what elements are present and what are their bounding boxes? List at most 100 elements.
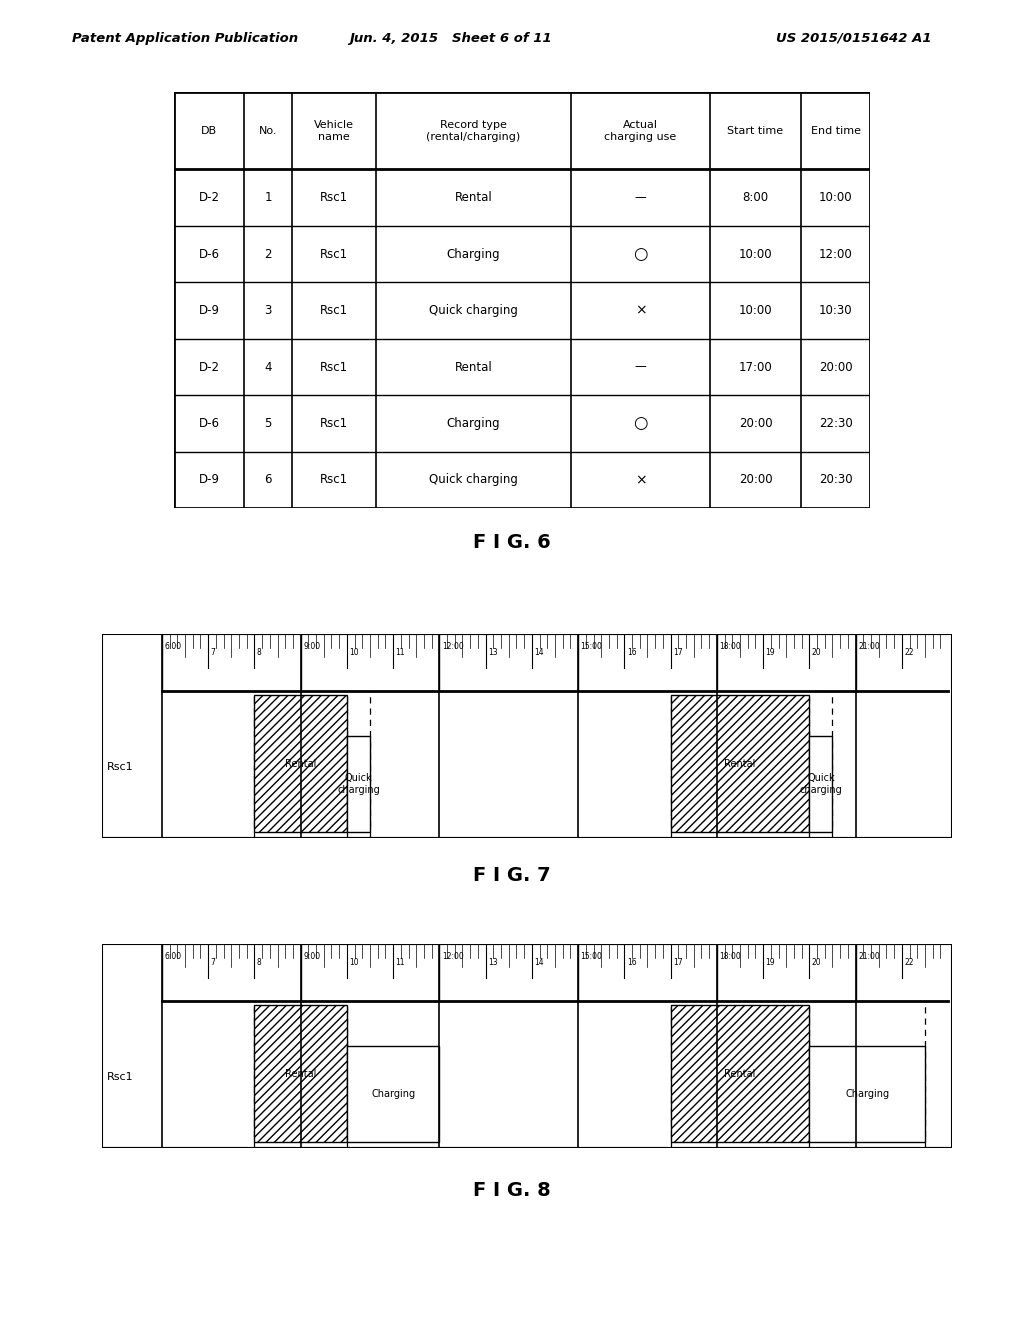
Text: Rsc1: Rsc1 (321, 360, 348, 374)
Text: 15:00: 15:00 (581, 642, 602, 651)
Text: F I G. 8: F I G. 8 (473, 1181, 551, 1200)
Text: Quick charging: Quick charging (429, 304, 518, 317)
Text: Record type
(rental/charging): Record type (rental/charging) (426, 120, 520, 141)
Text: 3: 3 (264, 304, 271, 317)
Text: 12:00: 12:00 (442, 642, 464, 651)
Text: 22: 22 (904, 648, 913, 657)
Text: US 2015/0151642 A1: US 2015/0151642 A1 (776, 32, 932, 45)
Text: ○: ○ (634, 414, 648, 433)
Text: 18:00: 18:00 (720, 952, 741, 961)
Text: Rsc1: Rsc1 (321, 474, 348, 487)
Text: 5: 5 (264, 417, 271, 430)
Text: 18:00: 18:00 (720, 642, 741, 651)
Text: 20:00: 20:00 (738, 474, 772, 487)
Text: 17: 17 (673, 958, 683, 968)
Text: Rsc1: Rsc1 (321, 191, 348, 205)
Text: —: — (635, 191, 646, 205)
Text: D-6: D-6 (199, 248, 219, 260)
Text: Rental: Rental (455, 360, 493, 374)
Text: 21:00: 21:00 (858, 642, 880, 651)
Text: Patent Application Publication: Patent Application Publication (72, 32, 298, 45)
Bar (671, 694, 809, 832)
Text: DB: DB (201, 125, 217, 136)
Text: 11: 11 (395, 648, 406, 657)
Text: Charging: Charging (845, 1089, 889, 1100)
Text: D-2: D-2 (199, 360, 219, 374)
Text: —: — (635, 360, 646, 374)
Bar (347, 737, 370, 832)
Text: Rsc1: Rsc1 (106, 1072, 133, 1082)
Text: Rsc1: Rsc1 (106, 762, 133, 772)
Text: 20:30: 20:30 (819, 474, 852, 487)
Text: 9:00: 9:00 (303, 952, 321, 961)
Text: Actual
charging use: Actual charging use (604, 120, 677, 141)
Text: Rsc1: Rsc1 (321, 417, 348, 430)
Text: 10: 10 (349, 648, 359, 657)
Text: 8: 8 (257, 958, 262, 968)
Text: 9:00: 9:00 (303, 642, 321, 651)
Text: ×: × (635, 304, 646, 318)
Text: 19: 19 (766, 958, 775, 968)
Text: 11: 11 (395, 958, 406, 968)
Text: Quick charging: Quick charging (429, 474, 518, 487)
Text: F I G. 6: F I G. 6 (473, 533, 551, 552)
Text: Rental: Rental (285, 759, 316, 768)
Text: Charging: Charging (446, 417, 501, 430)
Text: 20: 20 (812, 648, 821, 657)
Text: D-9: D-9 (199, 304, 219, 317)
Text: ×: × (635, 473, 646, 487)
Text: Rental: Rental (724, 759, 756, 768)
Text: 8: 8 (257, 648, 262, 657)
Text: 13: 13 (488, 648, 498, 657)
Text: 15:00: 15:00 (581, 952, 602, 961)
Text: 14: 14 (535, 648, 544, 657)
Text: 20:00: 20:00 (819, 360, 852, 374)
Text: 21:00: 21:00 (858, 952, 880, 961)
Text: D-9: D-9 (199, 474, 219, 487)
Text: Jun. 4, 2015   Sheet 6 of 11: Jun. 4, 2015 Sheet 6 of 11 (349, 32, 552, 45)
Text: Rental: Rental (724, 1069, 756, 1078)
Text: 4: 4 (264, 360, 271, 374)
Text: 2: 2 (264, 248, 271, 260)
Text: 1: 1 (264, 191, 271, 205)
Text: 14: 14 (535, 958, 544, 968)
Text: 10: 10 (349, 958, 359, 968)
Text: 7: 7 (211, 648, 216, 657)
Text: 20:00: 20:00 (738, 417, 772, 430)
Text: Quick
charging: Quick charging (337, 774, 380, 795)
Text: 17:00: 17:00 (738, 360, 772, 374)
Text: Charging: Charging (371, 1089, 415, 1100)
Text: 19: 19 (766, 648, 775, 657)
Text: Quick
charging: Quick charging (800, 774, 843, 795)
Bar (671, 1006, 809, 1142)
Text: 17: 17 (673, 648, 683, 657)
Text: Start time: Start time (727, 125, 783, 136)
Bar (347, 1045, 439, 1142)
Text: Rental: Rental (285, 1069, 316, 1078)
Text: No.: No. (259, 125, 278, 136)
Text: ○: ○ (634, 246, 648, 263)
Text: End time: End time (811, 125, 860, 136)
Text: Rsc1: Rsc1 (321, 248, 348, 260)
Text: Charging: Charging (446, 248, 501, 260)
Text: Vehicle
name: Vehicle name (314, 120, 354, 141)
Text: 10:30: 10:30 (819, 304, 852, 317)
Text: Rsc1: Rsc1 (321, 304, 348, 317)
Text: 22: 22 (904, 958, 913, 968)
Text: 6:00: 6:00 (165, 642, 181, 651)
Text: 20: 20 (812, 958, 821, 968)
Text: 8:00: 8:00 (742, 191, 769, 205)
Text: 10:00: 10:00 (738, 304, 772, 317)
Text: 13: 13 (488, 958, 498, 968)
Text: 10:00: 10:00 (819, 191, 852, 205)
Text: 10:00: 10:00 (738, 248, 772, 260)
Bar (809, 1045, 925, 1142)
Text: F I G. 7: F I G. 7 (473, 866, 551, 884)
Text: 16: 16 (627, 958, 637, 968)
Text: D-2: D-2 (199, 191, 219, 205)
Text: 12:00: 12:00 (819, 248, 852, 260)
Text: D-6: D-6 (199, 417, 219, 430)
Text: 12:00: 12:00 (442, 952, 464, 961)
Text: 6: 6 (264, 474, 271, 487)
Text: 6:00: 6:00 (165, 952, 181, 961)
